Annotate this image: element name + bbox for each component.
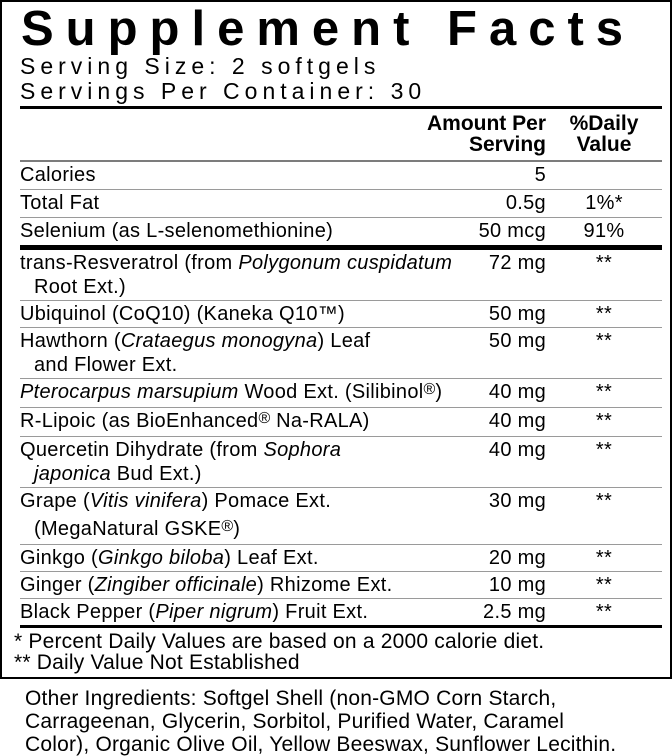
table-row: Ubiquinol (CoQ10) (Kaneka Q10™) 50 mg ** bbox=[20, 301, 662, 328]
other-ingredients-line: Color), Organic Olive Oil, Yellow Beeswa… bbox=[25, 733, 617, 756]
column-header-amount-line2: Serving bbox=[468, 133, 546, 156]
servings-per-container: Servings Per Container: 30 bbox=[20, 78, 427, 104]
amount-per-serving-cell: 50 mg bbox=[488, 330, 546, 352]
header-spacer bbox=[20, 113, 416, 155]
amount-per-serving-cell: 30 mg bbox=[488, 490, 546, 512]
column-header-dv-line2: Value bbox=[576, 133, 632, 156]
amount-per-serving-cell: 2.5 mg bbox=[483, 601, 546, 623]
column-header-amount: Amount Per Serving bbox=[416, 113, 546, 155]
other-ingredients: Other Ingredients: Softgel Shell (non-GM… bbox=[25, 687, 664, 756]
column-header-daily-value: %Daily Value bbox=[546, 113, 662, 155]
table-header: Amount Per Serving %Daily Value bbox=[20, 109, 662, 160]
registered-trademark-symbol: ® bbox=[221, 518, 234, 535]
table-row: Grape (Vitis vinifera) Pomace Ext. (MegaN… bbox=[20, 488, 662, 545]
ingredient-name: Quercetin Dihydrate (from Sophora japonic… bbox=[20, 439, 342, 485]
ingredient-name: Ginger (Zingiber officinale) Rhizome Ext… bbox=[20, 574, 393, 596]
amount-per-serving-cell: 20 mg bbox=[488, 547, 546, 569]
ingredient-name: Ginkgo (Ginkgo biloba) Leaf Ext. bbox=[20, 547, 319, 569]
table-row: Pterocarpus marsupium Wood Ext. (Silibin… bbox=[20, 379, 662, 408]
ingredient-name: Hawthorn (Crataegus monogyna) Leaf and Fl… bbox=[20, 330, 371, 376]
table-row: trans-Resveratrol (from Polygonum cuspid… bbox=[20, 250, 662, 301]
other-ingredients-line: Carrageenan, Glycerin, Sorbitol, Purifie… bbox=[25, 710, 565, 733]
table-row: Calories 5 bbox=[20, 162, 662, 190]
page-title: Supplement Facts bbox=[21, 2, 636, 56]
supplement-facts-panel: Supplement Facts Serving Size: 2 softgel… bbox=[0, 0, 672, 679]
divider bbox=[20, 106, 662, 109]
column-header-dv-line1: %Daily bbox=[569, 112, 639, 135]
divider bbox=[20, 160, 662, 162]
daily-value-cell: ** bbox=[595, 381, 613, 403]
daily-value-cell: 1%* bbox=[585, 192, 623, 214]
table-row: Hawthorn (Crataegus monogyna) Leaf and Fl… bbox=[20, 328, 662, 379]
amount-per-serving-cell: 50 mcg bbox=[478, 220, 546, 242]
daily-value-cell: ** bbox=[595, 574, 613, 596]
table-row: Quercetin Dihydrate (from Sophora japonic… bbox=[20, 437, 662, 488]
table-row: Total Fat 0.5g 1%* bbox=[20, 190, 662, 218]
ingredient-name: R-Lipoic (as BioEnhanced® Na-RALA) bbox=[20, 410, 370, 432]
table-row: Selenium (as L-selenomethionine) 50 mcg 91… bbox=[20, 218, 662, 245]
daily-value-cell: ** bbox=[595, 303, 613, 325]
amount-per-serving-cell: 50 mg bbox=[488, 303, 546, 325]
divider bbox=[20, 245, 662, 250]
footnote-percent-daily-value: * Percent Daily Values are based on a 20… bbox=[14, 630, 545, 653]
daily-value-cell: 91% bbox=[583, 220, 625, 242]
ingredient-name: Black Pepper (Piper nigrum) Fruit Ext. bbox=[20, 601, 369, 623]
amount-per-serving-cell: 40 mg bbox=[488, 439, 546, 461]
amount-per-serving-cell: 72 mg bbox=[488, 252, 546, 274]
registered-trademark-symbol: ® bbox=[423, 381, 436, 398]
serving-size: Serving Size: 2 softgels bbox=[20, 53, 381, 79]
table-row: R-Lipoic (as BioEnhanced® Na-RALA) 40 mg *… bbox=[20, 408, 662, 437]
table-row: Ginger (Zingiber officinale) Rhizome Ext… bbox=[20, 572, 662, 599]
other-ingredients-line: Other Ingredients: Softgel Shell (non-GM… bbox=[25, 687, 557, 710]
ingredient-section: trans-Resveratrol (from Polygonum cuspid… bbox=[20, 250, 662, 625]
divider bbox=[20, 625, 662, 628]
column-header-amount-line1: Amount Per bbox=[426, 112, 546, 135]
amount-per-serving-cell: 40 mg bbox=[488, 410, 546, 432]
daily-value-cell bbox=[546, 165, 662, 185]
daily-value-cell: ** bbox=[595, 252, 613, 274]
table-row: Ginkgo (Ginkgo biloba) Leaf Ext. 20 mg ** bbox=[20, 545, 662, 572]
amount-per-serving-cell: 0.5g bbox=[505, 192, 546, 214]
ingredient-name: Ubiquinol (CoQ10) (Kaneka Q10™) bbox=[20, 303, 346, 325]
ingredient-name: Total Fat bbox=[20, 192, 100, 214]
ingredient-name: Pterocarpus marsupium Wood Ext. (Silibin… bbox=[20, 381, 443, 403]
ingredient-name: Selenium (as L-selenomethionine) bbox=[20, 220, 334, 242]
ingredient-name: Grape (Vitis vinifera) Pomace Ext. (MegaN… bbox=[20, 490, 332, 540]
daily-value-cell: ** bbox=[595, 439, 613, 461]
daily-value-cell: ** bbox=[595, 410, 613, 432]
amount-per-serving-cell: 5 bbox=[534, 164, 546, 186]
daily-value-cell: ** bbox=[595, 601, 613, 623]
amount-per-serving-cell: 10 mg bbox=[488, 574, 546, 596]
ingredient-name: trans-Resveratrol (from Polygonum cuspid… bbox=[20, 252, 453, 298]
footnote-dv-not-established: ** Daily Value Not Established bbox=[14, 651, 300, 674]
daily-value-cell: ** bbox=[595, 330, 613, 352]
registered-trademark-symbol: ® bbox=[258, 410, 271, 427]
nutrient-section: Calories 5 Total Fat 0.5g 1%* Selenium (as L-… bbox=[20, 162, 662, 245]
daily-value-cell: ** bbox=[595, 490, 613, 512]
amount-per-serving-cell: 40 mg bbox=[488, 381, 546, 403]
daily-value-cell: ** bbox=[595, 547, 613, 569]
table-row: Black Pepper (Piper nigrum) Fruit Ext. 2.… bbox=[20, 599, 662, 625]
footnotes: * Percent Daily Values are based on a 20… bbox=[14, 628, 662, 677]
ingredient-name: Calories bbox=[20, 164, 96, 186]
